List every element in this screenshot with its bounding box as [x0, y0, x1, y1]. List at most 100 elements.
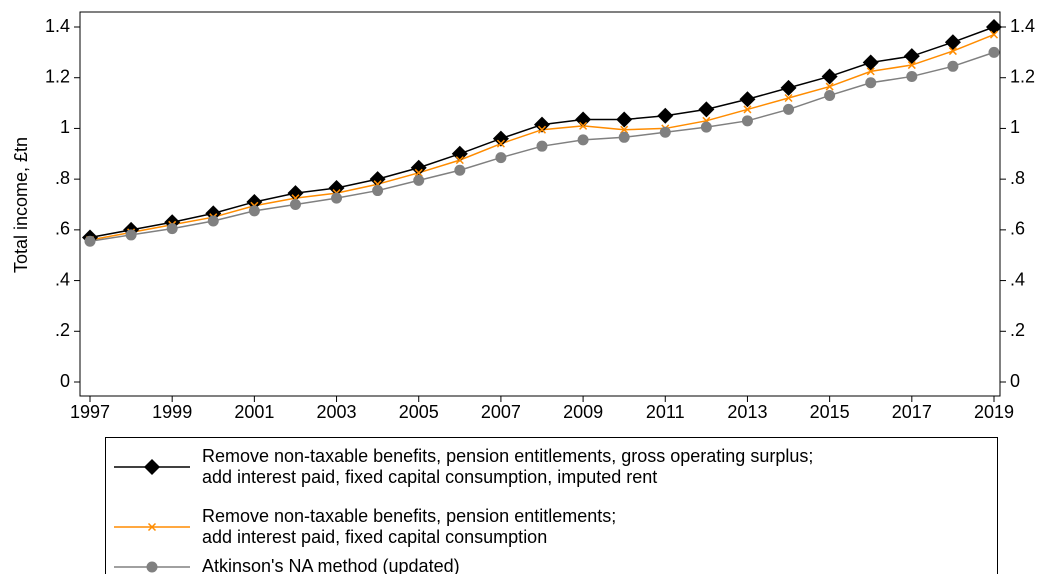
marker: [369, 171, 386, 188]
legend-label: Remove non-taxable benefits, pension ent…: [202, 446, 814, 487]
marker: [246, 193, 263, 210]
marker: [907, 61, 916, 70]
marker: [616, 111, 633, 128]
marker: [865, 77, 877, 89]
y-axis-title: Total income, £tn: [11, 137, 31, 273]
marker: [537, 125, 547, 134]
legend-item: Remove non-taxable benefits, pension ent…: [106, 506, 616, 548]
marker: [84, 235, 96, 247]
y2-tick-label: .4: [1010, 269, 1025, 289]
x-tick-label: 1997: [70, 402, 110, 422]
x-tick-label: 2019: [974, 402, 1014, 422]
marker: [451, 145, 468, 162]
marker: [287, 185, 304, 202]
marker: [862, 54, 879, 71]
x-tick-label: 1999: [152, 402, 192, 422]
marker: [866, 67, 875, 76]
marker: [413, 174, 425, 186]
x-tick-label: 2009: [563, 402, 603, 422]
x-tick-label: 2015: [810, 402, 850, 422]
x-tick-label: 2013: [727, 402, 767, 422]
legend-label: Atkinson's NA method (updated): [202, 556, 460, 574]
plot-frame: [79, 11, 1001, 397]
marker: [579, 121, 588, 130]
y-tick-label: 1.4: [45, 16, 70, 36]
marker: [906, 70, 918, 82]
marker: [989, 30, 999, 39]
marker: [825, 82, 834, 91]
marker: [410, 159, 427, 176]
y-tick-label: .4: [55, 269, 70, 289]
marker: [947, 60, 959, 72]
marker: [659, 126, 671, 138]
marker: [780, 79, 797, 96]
marker: [783, 103, 795, 115]
marker: [496, 139, 505, 148]
x-tick-label: 2017: [892, 402, 932, 422]
legend-label: Remove non-taxable benefits, pension ent…: [202, 506, 617, 547]
x-tick-label: 2011: [646, 402, 685, 422]
x-tick-label: 2007: [481, 402, 521, 422]
marker: [821, 68, 838, 85]
y2-tick-label: 1: [1010, 117, 1020, 137]
marker: [534, 116, 550, 133]
y-tick-label: .8: [55, 168, 70, 188]
marker: [944, 34, 961, 51]
marker: [372, 185, 384, 197]
marker: [948, 47, 957, 56]
legend-swatch: [114, 561, 190, 572]
marker: [698, 101, 715, 118]
marker: [166, 223, 178, 235]
x-tick-label: 2003: [317, 402, 357, 422]
marker: [144, 459, 160, 475]
y-tick-label: .6: [55, 219, 70, 239]
marker: [414, 168, 423, 177]
marker: [331, 192, 343, 204]
legend-item: Remove non-taxable benefits, pension ent…: [106, 446, 813, 488]
marker: [455, 156, 464, 165]
marker: [986, 19, 1002, 35]
marker: [536, 140, 548, 152]
y-tick-label: 1: [60, 117, 70, 137]
marker: [248, 205, 260, 217]
marker: [495, 152, 507, 164]
y2-tick-label: .2: [1010, 320, 1025, 340]
marker: [743, 105, 752, 114]
marker: [577, 134, 589, 146]
marker: [492, 130, 509, 147]
y-tick-label: 1.2: [45, 66, 70, 86]
marker: [207, 215, 219, 227]
marker: [125, 229, 137, 241]
marker: [575, 111, 592, 128]
y2-tick-label: 0: [1010, 371, 1020, 391]
x-tick-label: 2001: [234, 402, 274, 422]
legend: Remove non-taxable benefits, pension ent…: [105, 437, 998, 574]
marker: [618, 131, 630, 143]
marker: [824, 89, 836, 101]
marker: [146, 561, 158, 572]
y2-tick-label: .8: [1010, 168, 1025, 188]
marker: [454, 164, 466, 176]
y-tick-label: 0: [60, 371, 70, 391]
legend-swatch: [114, 522, 190, 532]
marker: [903, 48, 920, 65]
marker: [657, 107, 674, 124]
y2-tick-label: .6: [1010, 219, 1025, 239]
marker: [739, 91, 756, 108]
y2-tick-label: 1.4: [1010, 16, 1035, 36]
marker: [700, 121, 712, 133]
marker: [147, 522, 157, 532]
marker: [988, 46, 1000, 58]
marker: [741, 115, 753, 127]
marker: [328, 180, 345, 197]
marker: [289, 199, 301, 210]
marker: [784, 93, 793, 103]
y2-tick-label: 1.2: [1010, 66, 1035, 86]
marker: [620, 125, 629, 134]
legend-item: Atkinson's NA method (updated): [106, 556, 460, 574]
y-tick-label: .2: [55, 320, 70, 340]
x-tick-label: 2005: [399, 402, 439, 422]
legend-swatch: [114, 459, 190, 475]
chart: Total income, £tn 0 .2 .4 .6 .8 1 1.2 1.4 0 .2 .4.…: [11, 11, 1035, 422]
